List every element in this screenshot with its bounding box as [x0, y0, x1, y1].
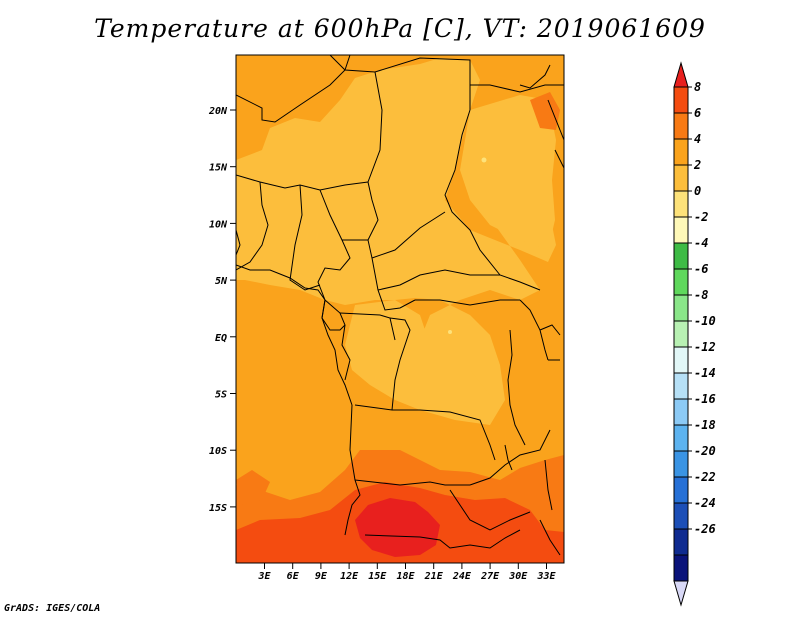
lon-tick-label: 21E: [424, 571, 444, 582]
lon-tick-label: 9E: [315, 571, 328, 582]
colorbar-swatch: [673, 164, 689, 192]
lat-tick-label: 5S: [215, 390, 227, 401]
colorbar-label: -24: [694, 496, 716, 510]
colorbar-label: -20: [694, 444, 716, 458]
colorbar-swatch: [673, 528, 689, 556]
colorbar-swatch: [673, 190, 689, 218]
colorbar-label: -6: [694, 262, 708, 276]
contour-cool-spot: [448, 330, 452, 334]
colorbar-swatch: [673, 476, 689, 504]
temperature-field: [236, 55, 564, 563]
lon-tick-label: 30E: [508, 571, 528, 582]
lon-tick-label: 12E: [340, 571, 359, 582]
map-frame: [235, 54, 565, 564]
colorbar-bottom-arrow: [673, 580, 689, 607]
lon-tick-label: 18E: [396, 571, 415, 582]
lon-tick-label: 24E: [452, 571, 472, 582]
contour-0-2-east: [460, 95, 556, 250]
colorbar-label: -14: [694, 366, 716, 380]
lat-tick-label: 15S: [209, 503, 227, 514]
colorbar-swatch: [673, 346, 689, 374]
lat-tick-label: 10N: [209, 219, 228, 230]
colorbar-swatch: [673, 86, 689, 114]
lon-tick-label: 6E: [287, 571, 300, 582]
lat-tick-label: EQ: [215, 333, 227, 344]
colorbar-swatch: [673, 554, 689, 582]
lat-tick-label: 20N: [208, 106, 228, 117]
contour-ne-warm: [530, 92, 560, 130]
colorbar-swatch: [673, 112, 689, 140]
colorbar-swatch: [673, 320, 689, 348]
colorbar-label: -16: [694, 392, 716, 406]
colorbar-label: -2: [694, 210, 708, 224]
colorbar-label: 0: [694, 184, 701, 198]
lat-tick-label: 5N: [215, 276, 228, 287]
colorbar-swatch: [673, 294, 689, 322]
colorbar-swatch: [673, 424, 689, 452]
colorbar-swatch: [673, 216, 689, 244]
lat-tick-label: 10S: [209, 446, 227, 457]
colorbar-label: 4: [694, 132, 701, 146]
contour-cool-spot: [481, 157, 487, 163]
contour-0-2-central: [345, 300, 490, 420]
latitude-axis: 20N 15N 10N 5N EQ 5S 10S 15S: [208, 106, 236, 514]
grads-credit: GrADS: IGES/COLA: [4, 603, 101, 614]
colorbar-label: -10: [694, 314, 716, 328]
map-title: Temperature at 600hPa [C], VT: 201906160…: [94, 14, 706, 43]
lon-tick-label: 15E: [368, 571, 387, 582]
colorbar-label: -26: [694, 522, 716, 536]
colorbar: 8 6 4 2 0 -2 -4 -6 -8 -10 -12 -14 -16 -18 -20 -22 -24 -26: [673, 61, 716, 607]
colorbar-swatch: [673, 372, 689, 400]
colorbar-label: -22: [694, 470, 716, 484]
lat-tick-label: 15N: [209, 163, 228, 174]
colorbar-top-arrow: [673, 61, 689, 88]
colorbar-label: -18: [694, 418, 716, 432]
colorbar-label: 2: [693, 158, 701, 172]
colorbar-label: -4: [694, 236, 708, 250]
colorbar-swatch: [673, 268, 689, 296]
longitude-axis: 3E 6E 9E 12E 15E 18E 21E 24E 27E 30E 33E: [257, 563, 557, 582]
colorbar-label: -8: [694, 288, 708, 302]
lon-tick-label: 27E: [480, 571, 500, 582]
colorbar-swatch: [673, 138, 689, 166]
lon-tick-label: 33E: [536, 571, 556, 582]
colorbar-label: 8: [694, 80, 701, 94]
colorbar-swatch: [673, 450, 689, 478]
lon-tick-label: 3E: [257, 571, 271, 582]
colorbar-label: -12: [694, 340, 716, 354]
colorbar-label: 6: [694, 106, 701, 120]
contour-4-6-west: [236, 470, 270, 505]
contour-8-plus: [355, 498, 440, 557]
colorbar-swatch: [673, 398, 689, 426]
contour-0-2-north: [236, 58, 556, 425]
country-borders: [236, 55, 564, 556]
colorbar-swatch: [673, 502, 689, 530]
colorbar-swatch: [673, 242, 689, 270]
